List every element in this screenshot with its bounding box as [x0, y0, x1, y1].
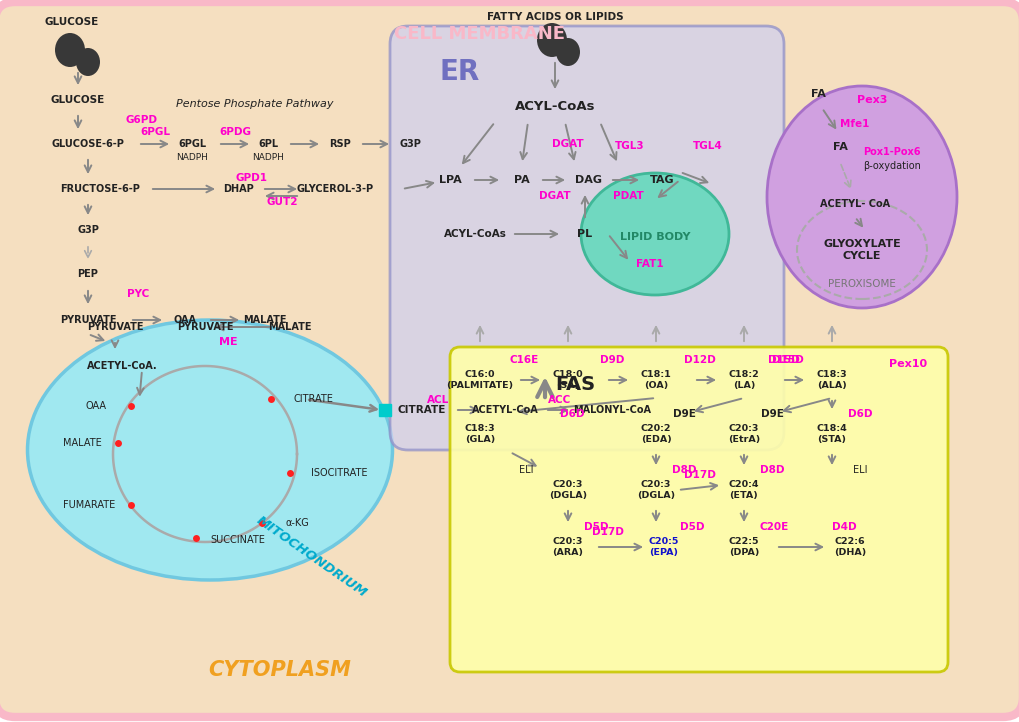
Text: Pox1-Pox6: Pox1-Pox6	[862, 147, 920, 157]
Text: PL: PL	[577, 229, 592, 239]
Text: C16E: C16E	[508, 355, 538, 365]
Text: C18:3
(ALA): C18:3 (ALA)	[816, 370, 847, 390]
Text: C18:4
(STA): C18:4 (STA)	[816, 425, 847, 444]
Text: D12D: D12D	[684, 355, 715, 365]
Text: GLYCEROL-3-P: GLYCEROL-3-P	[297, 184, 373, 194]
Text: FUMARATE: FUMARATE	[63, 500, 115, 510]
Text: TGL3: TGL3	[614, 141, 644, 151]
Text: Pentose Phosphate Pathway: Pentose Phosphate Pathway	[176, 99, 333, 109]
Text: ER: ER	[439, 58, 480, 86]
Text: D17D: D17D	[684, 470, 715, 480]
Text: D5D: D5D	[679, 522, 703, 532]
Text: GLUCOSE: GLUCOSE	[45, 17, 99, 27]
Text: MALATE: MALATE	[63, 438, 102, 448]
Ellipse shape	[581, 173, 729, 295]
Text: DGAT: DGAT	[539, 191, 571, 201]
Text: D9E: D9E	[672, 409, 695, 419]
Text: PA: PA	[514, 175, 529, 185]
Text: Pex3: Pex3	[856, 95, 887, 105]
Text: G3P: G3P	[398, 139, 421, 149]
Text: MALATE: MALATE	[243, 315, 286, 325]
Text: ACETYL- CoA: ACETYL- CoA	[819, 199, 890, 209]
Text: ME: ME	[218, 337, 237, 347]
Ellipse shape	[536, 23, 567, 57]
Text: C20:4
(ETA): C20:4 (ETA)	[728, 480, 758, 500]
Text: ACYL-CoAs: ACYL-CoAs	[515, 100, 595, 113]
Text: D6D: D6D	[559, 409, 584, 419]
Text: PEP: PEP	[77, 269, 99, 279]
Text: C20:5
(EPA): C20:5 (EPA)	[648, 537, 679, 557]
Ellipse shape	[766, 86, 956, 308]
Text: D9D: D9D	[599, 355, 624, 365]
Text: G3P: G3P	[77, 225, 99, 235]
Text: D17D: D17D	[591, 527, 624, 537]
Text: PYRUVATE: PYRUVATE	[176, 322, 233, 332]
Text: ELI: ELI	[852, 465, 866, 475]
Text: DGAT: DGAT	[551, 139, 583, 149]
Text: MALATE: MALATE	[268, 322, 312, 332]
Text: PDAT: PDAT	[612, 191, 643, 201]
Text: D4D: D4D	[830, 522, 856, 532]
Text: C22:6
(DHA): C22:6 (DHA)	[834, 537, 865, 557]
Text: C18:2
(LA): C18:2 (LA)	[728, 370, 758, 390]
Text: NADPH: NADPH	[252, 154, 283, 162]
Ellipse shape	[555, 38, 580, 66]
Text: D15D: D15D	[771, 355, 803, 365]
Text: PYRUVATE: PYRUVATE	[60, 315, 116, 325]
Text: ISOCITRATE: ISOCITRATE	[311, 469, 368, 479]
Ellipse shape	[76, 48, 100, 76]
Text: OAA: OAA	[173, 315, 197, 325]
Text: D8D: D8D	[672, 465, 696, 475]
Text: FRUCTOSE-6-P: FRUCTOSE-6-P	[60, 184, 140, 194]
Text: CITRATE: CITRATE	[293, 394, 333, 404]
Text: MITOCHONDRIUM: MITOCHONDRIUM	[254, 514, 369, 600]
Text: PYC: PYC	[126, 289, 149, 299]
Text: 6PDG: 6PDG	[219, 127, 251, 137]
Text: TGL4: TGL4	[693, 141, 722, 151]
Text: OAA: OAA	[86, 401, 107, 411]
Text: GLUCOSE-6-P: GLUCOSE-6-P	[52, 139, 124, 149]
Text: FA: FA	[832, 142, 847, 152]
Text: RSP: RSP	[329, 139, 351, 149]
Ellipse shape	[55, 33, 85, 67]
Text: ACC: ACC	[548, 395, 571, 405]
Ellipse shape	[28, 320, 392, 580]
FancyBboxPatch shape	[449, 347, 947, 672]
Text: FAT1: FAT1	[636, 259, 663, 269]
Text: DHAP: DHAP	[222, 184, 253, 194]
Text: C20:2
(EDA): C20:2 (EDA)	[640, 425, 671, 444]
Text: NADPH: NADPH	[176, 154, 208, 162]
Text: PYRUVATE: PYRUVATE	[87, 322, 143, 332]
Text: LIPID BODY: LIPID BODY	[620, 232, 690, 242]
Text: MALONYL-CoA: MALONYL-CoA	[573, 405, 650, 415]
Text: LPA: LPA	[438, 175, 461, 185]
Text: C18:0
(SA): C18:0 (SA)	[552, 370, 583, 390]
Text: Pex10: Pex10	[889, 359, 926, 369]
Text: FATTY ACIDS OR LIPIDS: FATTY ACIDS OR LIPIDS	[486, 12, 623, 22]
Text: 6PL: 6PL	[258, 139, 278, 149]
Text: D5D: D5D	[583, 522, 607, 532]
Text: ACETYL-CoA: ACETYL-CoA	[471, 405, 538, 415]
Text: D6D: D6D	[847, 409, 871, 419]
Text: β-oxydation: β-oxydation	[862, 161, 920, 171]
Text: ACETYL-CoA.: ACETYL-CoA.	[87, 361, 157, 371]
Text: 6PGL: 6PGL	[140, 127, 170, 137]
Text: GPD1: GPD1	[235, 173, 268, 183]
Text: Mfe1: Mfe1	[840, 119, 869, 129]
Text: C18:1
(OA): C18:1 (OA)	[640, 370, 671, 390]
Text: TAG: TAG	[649, 175, 674, 185]
Text: C16:0
(PALMITATE): C16:0 (PALMITATE)	[446, 370, 513, 390]
Text: GUT2: GUT2	[266, 197, 298, 207]
Text: FA: FA	[810, 89, 824, 99]
Text: D9E: D9E	[760, 409, 783, 419]
Text: ACL: ACL	[427, 395, 448, 405]
Text: C20:3
(EtrA): C20:3 (EtrA)	[728, 425, 759, 444]
Text: CYTOPLASM: CYTOPLASM	[208, 660, 352, 680]
Text: C20:3
(DGLA): C20:3 (DGLA)	[548, 480, 587, 500]
Text: D15D: D15D	[767, 355, 799, 365]
Text: ACYL-CoAs: ACYL-CoAs	[443, 229, 506, 239]
Text: α-KG: α-KG	[285, 518, 309, 528]
Text: SUCCINATE: SUCCINATE	[210, 536, 265, 546]
Text: D8D: D8D	[759, 465, 784, 475]
